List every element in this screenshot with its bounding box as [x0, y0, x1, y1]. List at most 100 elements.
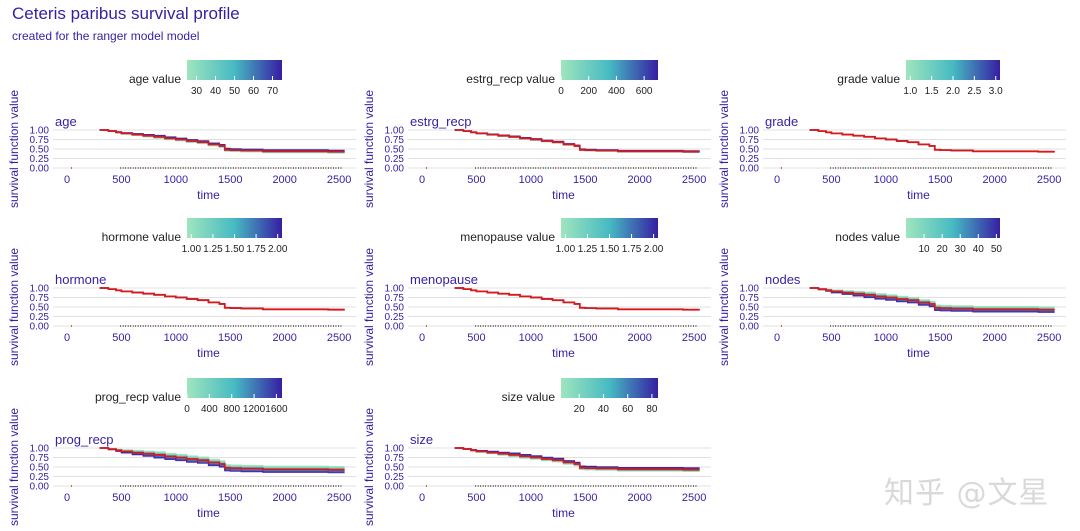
legend-tick-label: 10: [919, 244, 931, 255]
legend-tick-label: 3.0: [989, 86, 1003, 97]
legend-tick-label: 40: [210, 86, 222, 97]
x-tick-label: 2000: [982, 332, 1006, 344]
panel-title: estrg_recp: [410, 114, 471, 129]
profile-line: [99, 287, 345, 311]
y-tick-label: 1.00: [385, 126, 405, 137]
y-tick-label: 0.50: [740, 303, 760, 314]
y-axis-label: survival function value: [7, 248, 21, 366]
panel-title: nodes: [765, 272, 801, 287]
panel-title: prog_recp: [55, 432, 114, 447]
x-tick-label: 0: [64, 332, 70, 344]
observed-survival-line: [454, 287, 700, 311]
y-tick-label: 0.75: [740, 293, 760, 304]
panel-title: menopause: [410, 272, 478, 287]
profile-line: [809, 129, 1055, 153]
panel-age: survival function value age value 30 40 50 60…: [7, 60, 356, 208]
legend-tick-label: 20: [937, 244, 949, 255]
legend-tick-label: 1.50: [225, 244, 245, 255]
legend-colorbar: [561, 378, 658, 398]
legend-tick-label: 1600: [265, 404, 288, 415]
legend-colorbar: [906, 218, 1000, 238]
y-axis-label: survival function value: [7, 90, 21, 208]
x-tick-label: 1500: [928, 174, 952, 186]
x-tick-label: 1000: [164, 332, 188, 344]
legend-tick-label: 1.00: [556, 244, 576, 255]
x-tick-label: 1000: [874, 332, 898, 344]
y-axis-label: survival function value: [362, 408, 376, 526]
y-tick-label: 0.25: [385, 154, 405, 165]
x-axis-label: time: [197, 346, 220, 360]
x-tick-label: 1000: [519, 174, 543, 186]
legend-title: age value: [129, 72, 181, 86]
panel-title: hormone: [55, 272, 106, 287]
profile-line: [99, 287, 345, 311]
legend-title: hormone value: [102, 230, 182, 244]
panel-nodes: survival function value nodes value 10 20 30…: [717, 218, 1066, 366]
legend-tick-label: 800: [223, 404, 240, 415]
x-tick-label: 2000: [627, 492, 651, 504]
y-tick-label: 0.25: [385, 312, 405, 323]
x-axis-label: time: [907, 346, 930, 360]
y-tick-label: 0.25: [30, 472, 50, 483]
legend-tick-label: 0: [558, 86, 564, 97]
profile-line: [454, 287, 700, 311]
y-tick-label: 0.25: [30, 312, 50, 323]
profile-line: [454, 129, 700, 152]
y-tick-label: 0.00: [740, 322, 760, 333]
y-tick-label: 1.00: [385, 444, 405, 455]
y-tick-label: 0.50: [385, 303, 405, 314]
x-tick-label: 1500: [928, 332, 952, 344]
y-tick-label: 0.25: [385, 472, 405, 483]
legend-tick-label: 50: [229, 86, 241, 97]
legend-tick-label: 30: [191, 86, 203, 97]
legend-tick-label: 1.5: [925, 86, 939, 97]
x-tick-label: 1000: [164, 492, 188, 504]
x-tick-label: 500: [467, 332, 485, 344]
observed-survival-line: [454, 447, 700, 471]
x-tick-label: 2000: [272, 332, 296, 344]
legend-tick-label: 1200: [243, 404, 266, 415]
x-tick-label: 2500: [327, 332, 351, 344]
y-tick-label: 1.00: [30, 444, 50, 455]
y-tick-label: 0.75: [30, 293, 50, 304]
profile-line: [99, 287, 345, 311]
x-tick-label: 1500: [218, 174, 242, 186]
legend-title: size value: [502, 390, 556, 404]
legend-tick-label: 40: [598, 404, 610, 415]
legend-tick-label: 60: [248, 86, 260, 97]
x-tick-label: 0: [64, 492, 70, 504]
x-tick-label: 1000: [874, 174, 898, 186]
x-axis-label: time: [197, 188, 220, 202]
x-tick-label: 1000: [519, 492, 543, 504]
x-axis-label: time: [907, 188, 930, 202]
x-tick-label: 1500: [573, 174, 597, 186]
y-tick-label: 0.75: [385, 135, 405, 146]
legend-tick-label: 2.0: [946, 86, 960, 97]
legend-title: estrg_recp value: [466, 72, 555, 86]
x-tick-label: 2500: [327, 174, 351, 186]
x-tick-label: 0: [774, 332, 780, 344]
y-tick-label: 0.25: [740, 154, 760, 165]
watermark: 知乎 @文星: [884, 476, 1050, 511]
y-tick-label: 1.00: [740, 126, 760, 137]
profile-line: [99, 287, 345, 311]
y-axis-label: survival function value: [362, 248, 376, 366]
legend-colorbar: [187, 378, 282, 398]
x-tick-label: 500: [112, 332, 130, 344]
x-tick-label: 1500: [218, 492, 242, 504]
y-tick-label: 0.25: [30, 154, 50, 165]
y-tick-label: 0.75: [385, 293, 405, 304]
legend-tick-label: 0: [184, 404, 190, 415]
x-tick-label: 2500: [682, 174, 706, 186]
profile-line: [454, 287, 700, 311]
y-tick-label: 0.75: [385, 453, 405, 464]
observed-survival-line: [99, 129, 345, 153]
y-tick-label: 0.00: [740, 164, 760, 175]
profile-line: [99, 287, 345, 311]
y-tick-label: 0.00: [30, 322, 50, 333]
